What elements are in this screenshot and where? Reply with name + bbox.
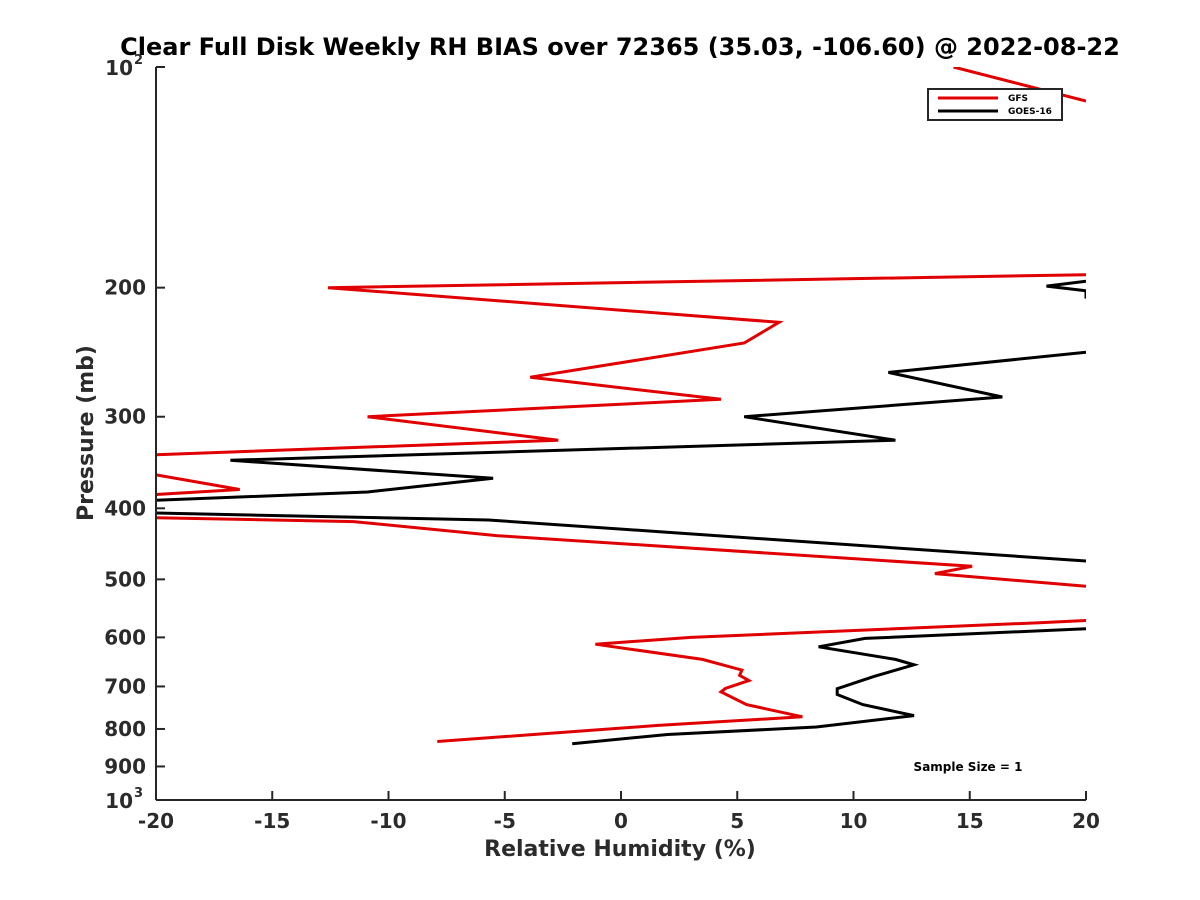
series-line-goes-16-1 (1046, 279, 1086, 299)
series-line-gfs-3 (156, 473, 240, 496)
x-axis-label: Relative Humidity (%) (484, 837, 756, 862)
series-line-gfs-4 (156, 516, 1086, 588)
y-tick-label: 600 (104, 625, 146, 649)
sample-size-annotation: Sample Size = 1 (914, 760, 1023, 774)
y-tick-label: 300 (104, 405, 146, 429)
legend-entry: GFS (1008, 94, 1028, 104)
y-tick-label: 900 (104, 754, 146, 778)
axes-frame (155, 67, 1086, 801)
series-line-goes-16-2 (156, 350, 1086, 502)
y-tick-label: 800 (104, 717, 146, 741)
legend-entry: GOES-16 (1008, 107, 1052, 117)
chart-title: Clear Full Disk Weekly RH BIAS over 7236… (120, 33, 1120, 61)
y-tick-exponent: 2 (134, 53, 143, 68)
x-tick-label: 15 (956, 809, 984, 833)
y-tick-label: 10 (105, 56, 133, 80)
y-tick-label: 500 (104, 567, 146, 591)
plot-series (156, 67, 1086, 746)
series-line-gfs-2 (156, 273, 1086, 457)
y-tick-label: 10 (105, 789, 133, 813)
x-tick-label: -15 (254, 809, 290, 833)
series-line-goes-16-3 (156, 511, 1086, 563)
series-line-gfs-5 (437, 619, 1086, 743)
y-tick-label: 400 (104, 496, 146, 520)
x-axis-ticks: -20 -15 -10 -5 0 5 10 15 20 (138, 791, 1100, 833)
x-tick-label: -20 (138, 809, 174, 833)
legend-box (927, 88, 1063, 121)
y-tick-label: 700 (104, 674, 146, 698)
legend: GFS GOES-16 (927, 88, 1063, 121)
x-tick-label: 10 (840, 809, 868, 833)
series-line-goes-16-4 (572, 627, 1086, 746)
y-axis-label: Pressure (mb) (74, 345, 99, 521)
y-tick-exponent: 3 (134, 786, 143, 801)
x-tick-label: -5 (494, 809, 516, 833)
series-line-gfs-1 (953, 67, 1086, 103)
x-tick-label: 0 (614, 809, 628, 833)
x-tick-label: 20 (1072, 809, 1100, 833)
x-tick-label: 5 (730, 809, 744, 833)
x-tick-label: -10 (370, 809, 406, 833)
y-tick-label: 200 (104, 276, 146, 300)
